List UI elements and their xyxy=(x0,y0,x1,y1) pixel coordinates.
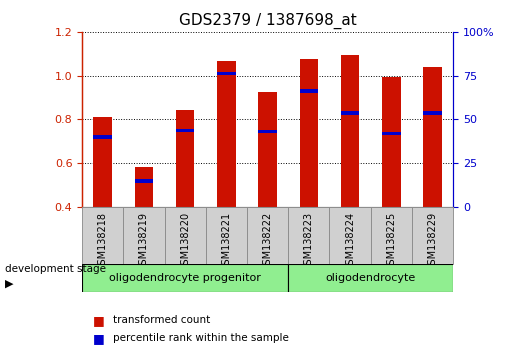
Text: ■: ■ xyxy=(93,332,104,344)
Text: GSM138218: GSM138218 xyxy=(98,212,108,270)
Bar xyxy=(217,62,236,207)
Bar xyxy=(382,77,401,207)
Bar xyxy=(93,117,112,207)
Bar xyxy=(423,67,442,207)
Text: GSM138225: GSM138225 xyxy=(386,212,396,271)
Bar xyxy=(176,129,195,132)
Text: GSM138222: GSM138222 xyxy=(263,212,272,271)
Text: GSM138229: GSM138229 xyxy=(428,212,438,271)
Bar xyxy=(299,89,318,93)
Bar xyxy=(247,207,288,264)
Text: percentile rank within the sample: percentile rank within the sample xyxy=(113,333,289,343)
Bar xyxy=(423,111,442,115)
Bar xyxy=(288,264,453,292)
Text: GSM138221: GSM138221 xyxy=(222,212,232,271)
Text: GSM138223: GSM138223 xyxy=(304,212,314,271)
Text: development stage: development stage xyxy=(5,264,107,274)
Bar xyxy=(217,72,236,75)
Bar xyxy=(341,55,359,207)
Bar xyxy=(135,179,153,183)
Bar xyxy=(206,207,247,264)
Title: GDS2379 / 1387698_at: GDS2379 / 1387698_at xyxy=(179,13,357,29)
Bar xyxy=(299,59,318,207)
Text: oligodendrocyte progenitor: oligodendrocyte progenitor xyxy=(109,273,261,283)
Bar xyxy=(412,207,453,264)
Bar xyxy=(93,135,112,139)
Text: GSM138219: GSM138219 xyxy=(139,212,149,270)
Bar xyxy=(82,207,123,264)
Text: GSM138220: GSM138220 xyxy=(180,212,190,271)
Text: transformed count: transformed count xyxy=(113,315,210,325)
Bar xyxy=(135,167,153,207)
Bar xyxy=(123,207,165,264)
Bar xyxy=(259,92,277,207)
Bar xyxy=(288,207,330,264)
Text: GSM138224: GSM138224 xyxy=(345,212,355,271)
Text: oligodendrocyte: oligodendrocyte xyxy=(325,273,416,283)
Bar xyxy=(176,110,195,207)
Bar xyxy=(341,111,359,115)
Bar xyxy=(165,207,206,264)
Bar xyxy=(259,130,277,133)
Text: ▶: ▶ xyxy=(5,278,14,288)
Bar xyxy=(82,264,288,292)
Bar xyxy=(330,207,370,264)
Bar xyxy=(382,132,401,136)
Bar xyxy=(370,207,412,264)
Text: ■: ■ xyxy=(93,314,104,327)
